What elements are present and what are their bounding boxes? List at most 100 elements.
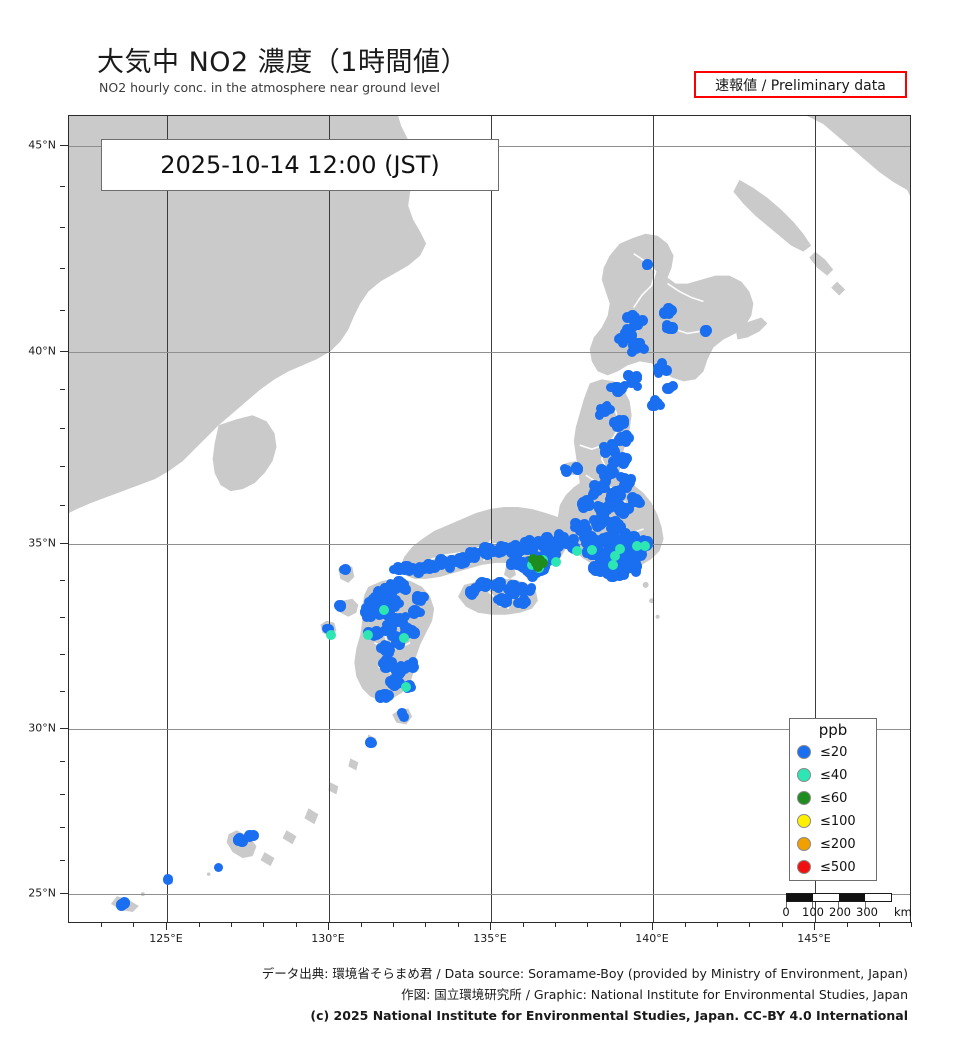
station-marker [660, 306, 672, 319]
station-marker [430, 562, 441, 573]
scale-tick-1 [812, 902, 813, 908]
map-plot-area[interactable] [68, 115, 911, 923]
ytick-label-35N: 35°N [28, 536, 56, 550]
station-marker [400, 622, 411, 633]
legend-item-2: ≤60 [797, 789, 847, 807]
station-marker [612, 385, 624, 397]
station-marker [583, 531, 594, 542]
station-marker [391, 636, 402, 647]
station-marker [603, 469, 614, 479]
scale-label-1: 100 [802, 905, 824, 919]
station-marker [661, 365, 672, 376]
station-marker [336, 600, 347, 611]
station-marker [371, 626, 382, 637]
station-marker [464, 585, 476, 597]
station-marker [586, 544, 598, 556]
station-marker [444, 562, 455, 573]
station-marker [386, 657, 397, 667]
gridline-longitude-130 [329, 116, 330, 922]
station-marker [627, 339, 640, 351]
station-marker [409, 608, 419, 618]
page-title: 大気中 NO2 濃度（1時間値） [97, 47, 468, 78]
station-marker [538, 558, 548, 568]
station-marker [609, 441, 619, 452]
station-marker [488, 547, 499, 557]
station-marker [323, 623, 334, 635]
station-marker [638, 535, 648, 545]
station-marker [509, 555, 518, 565]
x-axis-ticks [68, 922, 912, 931]
station-marker [587, 489, 599, 501]
footer-copyright: (c) 2025 National Institute for Environm… [310, 1008, 908, 1023]
station-marker [598, 553, 608, 563]
legend-item-4: ≤200 [797, 835, 856, 853]
station-marker [599, 446, 612, 458]
station-marker [381, 662, 392, 673]
station-marker [482, 579, 493, 590]
station-marker [378, 604, 390, 616]
station-marker [362, 629, 374, 641]
ytick-label-25N: 25°N [28, 886, 56, 900]
gridline-longitude-145 [815, 116, 816, 922]
station-marker [362, 607, 375, 620]
gridline-latitude-30 [69, 729, 910, 730]
station-marker [618, 482, 630, 494]
station-marker [550, 549, 562, 561]
station-marker [400, 579, 409, 589]
station-marker [416, 592, 427, 603]
station-marker [575, 522, 586, 534]
station-marker [378, 592, 389, 603]
station-marker [388, 564, 398, 574]
legend-swatch-icon-0 [797, 745, 811, 759]
station-marker [610, 537, 620, 547]
station-marker [397, 564, 408, 575]
station-marker [571, 545, 583, 557]
station-marker [624, 329, 635, 340]
station-marker [612, 522, 622, 532]
station-marker [162, 874, 174, 885]
station-marker [245, 829, 256, 840]
legend-panel: ppb ≤20 ≤40 ≤60 ≤100 ≤200 ≤500 [789, 718, 877, 881]
station-marker [528, 554, 538, 564]
legend-item-0: ≤20 [797, 743, 847, 761]
station-marker [367, 738, 378, 749]
station-marker [628, 322, 639, 333]
preliminary-data-badge: 速報値 / Preliminary data [694, 71, 907, 98]
station-marker [325, 629, 337, 641]
station-marker [372, 592, 383, 603]
station-marker [609, 488, 619, 498]
legend-item-5: ≤500 [797, 858, 856, 876]
station-marker [634, 338, 645, 348]
station-marker [652, 363, 664, 375]
legend-title: ppb [818, 721, 848, 739]
legend-item-3: ≤100 [797, 812, 856, 830]
station-marker [629, 311, 641, 323]
station-marker [510, 540, 522, 552]
station-marker [667, 381, 678, 392]
station-marker [550, 556, 562, 568]
station-marker [398, 632, 410, 644]
xtick-label-140E: 140°E [635, 932, 669, 945]
xtick-label-135E: 135°E [473, 932, 507, 945]
station-marker [619, 549, 631, 561]
legend-label-3: ≤100 [820, 813, 856, 829]
station-marker [404, 566, 415, 577]
station-marker [474, 578, 484, 588]
legend-swatch-icon-5 [797, 860, 811, 874]
page-subtitle: NO2 hourly conc. in the atmosphere near … [99, 80, 440, 95]
station-marker [602, 532, 611, 541]
station-marker [608, 445, 621, 457]
station-marker [626, 474, 636, 484]
ytick-label-45N: 45°N [28, 138, 56, 152]
station-marker [553, 540, 564, 552]
station-marker [380, 688, 391, 700]
scale-label-2: 200 [829, 905, 851, 919]
station-marker [636, 317, 646, 327]
legend-label-1: ≤40 [820, 767, 848, 783]
station-marker [402, 660, 414, 672]
legend-label-0: ≤20 [820, 744, 848, 760]
station-marker [629, 557, 641, 569]
legend-swatch-icon-4 [797, 837, 811, 851]
station-marker [389, 673, 399, 684]
scale-segment-0 [787, 894, 813, 901]
